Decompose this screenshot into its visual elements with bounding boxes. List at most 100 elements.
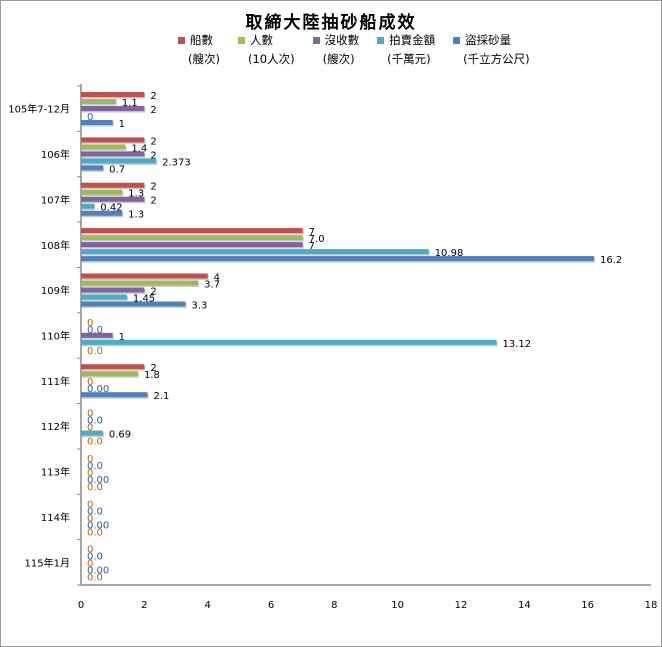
bar	[81, 332, 113, 338]
data-label: 2.373	[162, 157, 191, 168]
legend-label: 拍賣金額	[389, 33, 436, 47]
legend-swatch	[312, 36, 320, 44]
bar	[81, 430, 103, 436]
category-label: 107年	[41, 193, 70, 206]
legend-label: 人數	[249, 33, 273, 47]
legend-unit: (艘次)	[322, 52, 355, 66]
x-tick-label: 14	[518, 600, 531, 611]
data-label: 0.42	[100, 203, 122, 214]
data-label: 2.1	[154, 391, 170, 402]
category-label: 110年	[41, 330, 70, 343]
category-label: 109年	[41, 284, 70, 297]
data-label: 0	[87, 409, 93, 420]
legend-swatch	[237, 36, 245, 44]
data-label: 1.4	[131, 143, 147, 154]
data-label: 1.45	[133, 293, 155, 304]
bar	[81, 301, 186, 307]
data-label: 0	[87, 423, 93, 434]
data-label: 1	[119, 119, 125, 130]
data-label: 2	[150, 136, 156, 147]
data-label: 0.0	[87, 482, 103, 493]
bar	[81, 371, 138, 377]
data-label: 1.3	[128, 210, 144, 221]
data-label: 2	[150, 91, 156, 102]
legend-unit: (千立方公尺)	[463, 52, 530, 66]
bar	[81, 249, 429, 255]
data-label: 0	[87, 559, 93, 570]
bar	[81, 99, 116, 104]
data-label: 7	[309, 241, 315, 252]
bar	[81, 106, 145, 111]
category-label: 114年	[41, 511, 70, 524]
x-tick-label: 6	[268, 600, 274, 611]
data-label: 0.0	[87, 346, 103, 357]
legend: 船數 (艘次) 人數 (10人次) 沒收數 (艘次) 拍賣金額 (千萬元) 盜採砂量 (千立方公尺…	[178, 32, 530, 67]
data-label: 0.00	[87, 520, 109, 531]
data-label: 16.2	[600, 255, 622, 266]
bar	[81, 280, 199, 286]
legend-label: 沒收數	[324, 33, 360, 47]
data-label: 1	[119, 332, 125, 343]
data-label: 7.0	[309, 234, 325, 245]
legend-item: 船數 (艘次)	[178, 32, 220, 67]
bar	[81, 182, 145, 188]
x-tick-label: 10	[391, 600, 404, 611]
bar	[81, 158, 157, 164]
category-label: 108年	[41, 239, 70, 252]
data-label: 0.00	[87, 475, 109, 486]
data-label: 10.98	[435, 248, 464, 259]
bar	[81, 364, 145, 370]
data-label: 0	[87, 513, 93, 524]
data-label: 0.0	[87, 573, 103, 584]
bar	[81, 92, 145, 97]
data-label: 2	[150, 286, 156, 297]
x-tick-label: 4	[204, 600, 210, 611]
data-label: 0.69	[109, 430, 131, 441]
data-label: 4	[214, 272, 220, 283]
bar	[81, 144, 126, 150]
x-tick-label: 12	[455, 600, 468, 611]
data-label: 3.7	[204, 279, 220, 290]
data-label: 0	[87, 545, 93, 556]
bar	[81, 120, 113, 125]
data-label: 1.8	[144, 370, 160, 381]
legend-unit: (10人次)	[247, 52, 295, 66]
data-label: 0.0	[87, 506, 103, 517]
bar	[81, 165, 104, 171]
bar	[81, 235, 303, 241]
data-label: 2	[150, 363, 156, 374]
category-label: 111年	[41, 375, 70, 388]
data-label: 0.0	[87, 552, 103, 563]
data-label: 0	[87, 499, 93, 510]
data-label: 0.00	[87, 566, 109, 577]
data-label: 0.0	[87, 416, 103, 427]
data-label: 0.0	[87, 437, 103, 448]
data-label: 2	[150, 150, 156, 161]
bar	[81, 339, 497, 345]
bar	[81, 196, 145, 202]
x-tick-label: 0	[78, 600, 84, 611]
bar	[81, 294, 127, 300]
legend-swatch	[453, 36, 461, 44]
legend-item: 人數 (10人次)	[237, 32, 295, 67]
x-tick-label: 2	[141, 600, 147, 611]
bar	[81, 137, 145, 143]
data-label: 0	[87, 112, 93, 123]
bar	[81, 287, 145, 293]
data-label: 2	[150, 196, 156, 207]
legend-unit: (千萬元)	[387, 52, 431, 66]
data-label: 2	[150, 105, 156, 116]
legend-swatch	[178, 36, 185, 44]
bar	[81, 203, 95, 209]
legend-label: 盜採砂量	[465, 33, 512, 47]
data-label: 0	[87, 318, 93, 329]
data-label: 3.3	[192, 300, 208, 311]
bar	[81, 256, 594, 262]
category-label: 106年	[41, 148, 70, 161]
bar	[81, 151, 145, 157]
legend-swatch	[377, 36, 385, 44]
data-label: 0	[87, 454, 93, 465]
category-label: 105年7-12月	[8, 103, 70, 116]
bar	[81, 228, 303, 234]
